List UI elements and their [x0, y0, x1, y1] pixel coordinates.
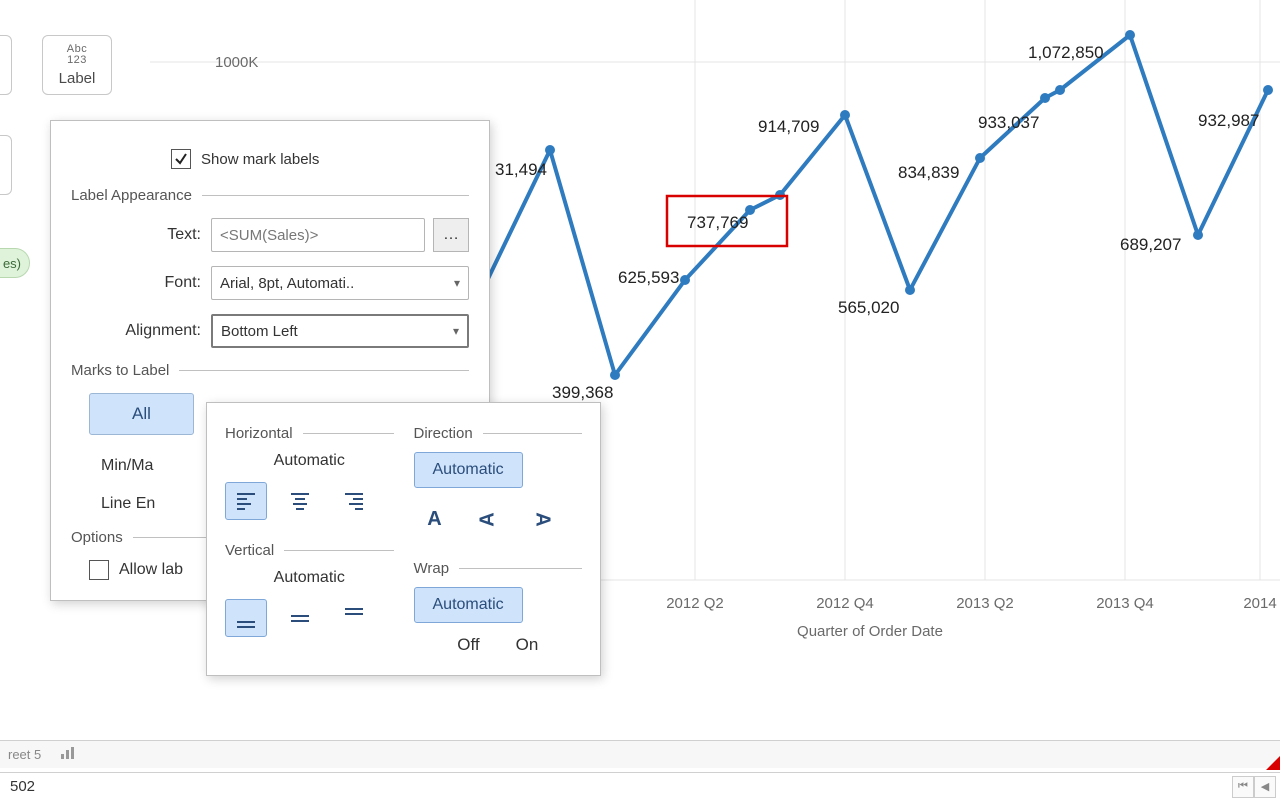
label-alignment-combo[interactable]: Bottom Left ▾ — [211, 314, 469, 348]
svg-text:565,020: 565,020 — [838, 298, 899, 317]
label-text-input[interactable]: <SUM(Sales)> — [211, 218, 425, 252]
direction-A-up-icon: A — [477, 512, 500, 526]
vert-automatic-label: Automatic — [225, 569, 394, 587]
nav-buttons: ⏮ ◀ — [1232, 776, 1276, 798]
valign-top-button[interactable] — [333, 599, 375, 637]
svg-text:2013 Q2: 2013 Q2 — [956, 595, 1014, 612]
svg-text:1,072,850: 1,072,850 — [1028, 43, 1104, 62]
svg-text:933,037: 933,037 — [978, 113, 1039, 132]
direction-down-button[interactable]: A — [522, 500, 564, 538]
svg-text:914,709: 914,709 — [758, 117, 819, 136]
status-bar: 502 ⏮ ◀ — [0, 772, 1280, 800]
size-button-fragment[interactable]: e — [0, 35, 12, 95]
data-labels: 31,494 399,368 625,593 737,769 914,709 565,02… — [495, 43, 1259, 402]
alignment-popup: Horizontal Automatic — [206, 402, 601, 676]
new-sheet-icon[interactable] — [49, 746, 89, 763]
direction-A-icon: A — [427, 508, 441, 531]
valign-middle-icon — [291, 608, 309, 628]
marks-tab-all-text: All — [132, 404, 151, 423]
valign-bottom-icon — [237, 608, 255, 628]
pill-text-suffix: es) — [3, 256, 21, 271]
tooltip-button-fragment[interactable]: tip — [0, 135, 12, 195]
direction-section: Direction — [414, 425, 473, 442]
label-button-text: Label — [59, 70, 96, 87]
valign-top-icon — [345, 608, 363, 628]
status-left-text: 502 — [10, 778, 35, 795]
label-font-value: Arial, 8pt, Automati.. — [220, 275, 354, 292]
direction-A-down-icon: A — [531, 512, 554, 526]
wrap-off-button[interactable]: Off — [457, 635, 479, 655]
x-axis-ticks: 2012 Q2 2012 Q4 2013 Q2 2013 Q4 2014 — [666, 595, 1276, 612]
allow-overlap-label: Allow lab — [119, 561, 183, 579]
svg-text:932,987: 932,987 — [1198, 111, 1259, 130]
svg-text:2014: 2014 — [1243, 595, 1276, 612]
align-left-icon — [237, 493, 255, 510]
nav-prev-button[interactable]: ◀ — [1254, 776, 1276, 798]
horiz-automatic-label: Automatic — [225, 452, 394, 470]
svg-text:2013 Q4: 2013 Q4 — [1096, 595, 1154, 612]
direction-up-button[interactable]: A — [468, 500, 510, 538]
chevron-down-icon: ▾ — [454, 276, 460, 290]
show-mark-labels-checkbox[interactable] — [171, 149, 191, 169]
section-label-appearance: Label Appearance — [71, 187, 469, 204]
alignment-label: Alignment: — [71, 322, 211, 340]
nav-first-button[interactable]: ⏮ — [1232, 776, 1254, 798]
allow-overlap-checkbox[interactable] — [89, 560, 109, 580]
section-options-text: Options — [71, 529, 123, 546]
svg-text:689,207: 689,207 — [1120, 235, 1181, 254]
svg-text:31,494: 31,494 — [495, 160, 547, 179]
y-tick-1000k: 1000K — [215, 54, 258, 71]
direction-horizontal-button[interactable]: A — [414, 500, 456, 538]
align-right-icon — [345, 493, 363, 510]
label-alignment-value: Bottom Left — [221, 323, 298, 340]
svg-text:2012 Q4: 2012 Q4 — [816, 595, 874, 612]
label-text-value: <SUM(Sales)> — [220, 227, 318, 244]
check-icon — [174, 152, 188, 166]
label-text-edit-button[interactable]: … — [433, 218, 469, 252]
direction-automatic-button[interactable]: Automatic — [414, 452, 523, 488]
series-line — [485, 35, 1268, 375]
font-label: Font: — [71, 274, 211, 292]
align-left-button[interactable] — [225, 482, 267, 520]
valign-middle-button[interactable] — [279, 599, 321, 637]
svg-text:737,769: 737,769 — [687, 213, 748, 232]
x-axis-title: Quarter of Order Date — [797, 623, 943, 640]
vert-section: Vertical — [225, 542, 274, 559]
show-mark-labels-label: Show mark labels — [201, 151, 319, 168]
wrap-section: Wrap — [414, 560, 450, 577]
valign-bottom-button[interactable] — [225, 599, 267, 637]
section-marks-to-label: Marks to Label — [71, 362, 469, 379]
svg-text:834,839: 834,839 — [898, 163, 959, 182]
align-center-icon — [291, 493, 309, 510]
sheet-tab-strip: reet 5 — [0, 740, 1280, 768]
pill-sum-sales-fragment[interactable]: es) — [0, 248, 30, 278]
ellipsis-icon: … — [443, 226, 459, 244]
sheet-tab-fragment[interactable]: reet 5 — [0, 747, 49, 762]
label-icon-123: 123 — [67, 55, 87, 66]
horiz-section: Horizontal — [225, 425, 293, 442]
section-marks-text: Marks to Label — [71, 362, 169, 379]
svg-text:399,368: 399,368 — [552, 383, 613, 402]
svg-text:625,593: 625,593 — [618, 268, 679, 287]
wrap-automatic-button[interactable]: Automatic — [414, 587, 523, 623]
label-button[interactable]: Abc 123 Label — [42, 35, 112, 95]
label-font-combo[interactable]: Arial, 8pt, Automati.. ▾ — [211, 266, 469, 300]
section-label-appearance-text: Label Appearance — [71, 187, 192, 204]
chevron-down-icon: ▾ — [453, 324, 459, 338]
resize-corner-icon[interactable] — [1266, 756, 1280, 770]
label-icon-abc: Abc — [67, 44, 87, 55]
marks-tab-all[interactable]: All — [89, 393, 194, 435]
align-center-button[interactable] — [279, 482, 321, 520]
svg-text:2012 Q2: 2012 Q2 — [666, 595, 724, 612]
text-label: Text: — [71, 226, 211, 244]
align-right-button[interactable] — [333, 482, 375, 520]
wrap-on-button[interactable]: On — [516, 635, 539, 655]
